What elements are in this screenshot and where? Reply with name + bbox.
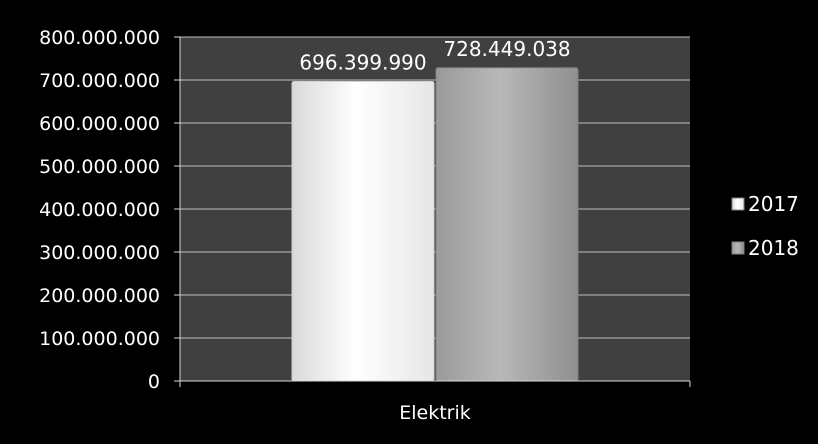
data-labels: 696.399.990 728.449.038 [299,37,570,75]
y-tick-label: 400.000.000 [39,199,160,221]
bar-2017 [291,81,435,382]
axes: 0 100.000.000 200.000.000 300.000.000 400.00… [39,27,691,424]
y-tick-label: 0 [148,371,160,393]
bar-2018 [435,67,579,382]
y-tick-label: 300.000.000 [39,242,160,264]
y-tick-label: 100.000.000 [39,328,160,350]
legend: 2017 2018 [731,192,799,260]
legend-swatch-2017 [731,197,745,211]
legend-label-2018: 2018 [748,236,799,260]
y-tick-label: 800.000.000 [39,27,160,49]
gridlines [180,36,690,339]
y-tick-label: 600.000.000 [39,113,160,135]
y-tick-label: 700.000.000 [39,70,160,92]
legend-swatch-2018 [731,241,745,255]
y-tick-label: 200.000.000 [39,285,160,307]
data-label-2017: 696.399.990 [299,51,426,75]
x-category-label: Elektrik [399,402,471,424]
legend-label-2017: 2017 [748,192,799,216]
data-label-2018: 728.449.038 [443,37,570,61]
y-tick-label: 500.000.000 [39,156,160,178]
bars [291,67,579,382]
